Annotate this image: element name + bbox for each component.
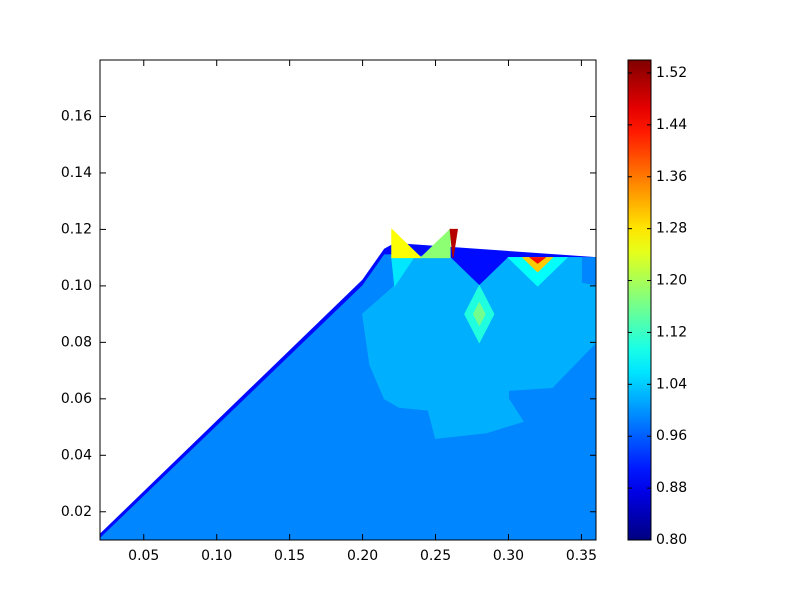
- y-tick-label: 0.14: [61, 165, 92, 181]
- contour-fill: [100, 228, 596, 540]
- colorbar-tick-label: 1.04: [656, 376, 687, 392]
- y-tick-label: 0.10: [61, 278, 92, 294]
- contour-region: [472, 301, 486, 327]
- x-tick-label: 0.15: [274, 548, 305, 564]
- y-tick-label: 0.16: [61, 108, 92, 124]
- colorbar-tick-label: 1.36: [656, 169, 687, 185]
- y-tick-label: 0.04: [61, 447, 92, 463]
- colorbar: [627, 59, 652, 541]
- colorbar-tick-label: 1.12: [656, 324, 687, 340]
- contour-region: [391, 228, 423, 259]
- colorbar-tick-label: 1.52: [656, 65, 687, 81]
- colorbar-tick-label: 1.20: [656, 273, 687, 289]
- x-tick-label: 0.25: [420, 548, 451, 564]
- plot-frame: [99, 59, 597, 541]
- y-tick-label: 0.02: [61, 504, 92, 520]
- contour-region: [362, 257, 596, 439]
- x-tick-label: 0.05: [128, 548, 159, 564]
- contour-region: [449, 228, 458, 258]
- y-tick-label: 0.08: [61, 334, 92, 350]
- y-tick-label: 0.12: [61, 221, 92, 237]
- colorbar-tick-label: 0.96: [656, 428, 687, 444]
- colorbar-tick-label: 1.28: [656, 221, 687, 237]
- contour-region: [419, 228, 451, 259]
- colorbar-tick-label: 0.88: [656, 480, 687, 496]
- colorbar-tick-label: 1.44: [656, 117, 687, 133]
- x-tick-label: 0.30: [493, 548, 524, 564]
- y-tick-label: 0.06: [61, 391, 92, 407]
- x-tick-label: 0.10: [201, 548, 232, 564]
- x-tick-label: 0.20: [347, 548, 378, 564]
- contour-region: [528, 257, 547, 264]
- colorbar-tick-label: 0.80: [656, 532, 687, 548]
- x-tick-label: 0.35: [566, 548, 597, 564]
